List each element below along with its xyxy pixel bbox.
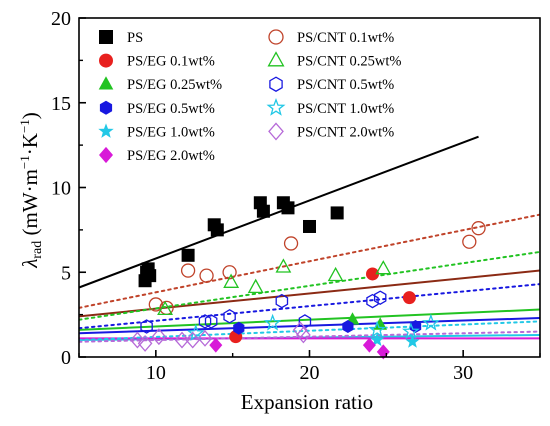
y-axis-symbol: λ xyxy=(18,259,42,269)
legend-label-8: PS/CNT 0.5wt% xyxy=(297,77,394,93)
data-point-5-0 xyxy=(209,337,223,353)
data-point-4-0 xyxy=(370,332,385,347)
fit-line-10 xyxy=(79,330,540,343)
data-point-6-5 xyxy=(283,236,299,251)
data-point-1-2 xyxy=(402,291,416,305)
fit-line-7 xyxy=(79,250,540,321)
data-point-7-3 xyxy=(275,258,292,273)
data-point-10-0 xyxy=(130,331,145,349)
data-point-10-2 xyxy=(151,328,167,346)
fit-line-8 xyxy=(79,283,540,330)
data-point-8-2 xyxy=(204,314,218,329)
legend-marker-0 xyxy=(99,30,113,44)
fit-line-9 xyxy=(79,320,540,342)
data-point-0-6 xyxy=(210,223,224,237)
legend-label-0: PS xyxy=(127,30,143,46)
data-point-8-4 xyxy=(275,293,289,309)
y-tick-label-1: 5 xyxy=(61,262,71,284)
data-point-2-1 xyxy=(373,317,387,330)
data-point-0-8 xyxy=(256,204,270,218)
data-point-0-11 xyxy=(303,219,316,233)
data-point-10-1 xyxy=(137,335,153,352)
legend-label-2: PS/EG 0.25wt% xyxy=(127,77,222,93)
data-points xyxy=(130,196,486,360)
data-point-7-0 xyxy=(157,300,174,316)
data-point-10-5 xyxy=(197,329,213,347)
data-point-7-5 xyxy=(375,260,392,275)
fit-line-6 xyxy=(79,213,540,309)
data-point-8-0 xyxy=(140,319,153,334)
data-point-9-0 xyxy=(186,323,205,341)
legend-label-4: PS/EG 1.0wt% xyxy=(127,124,215,140)
data-point-8-1 xyxy=(198,314,212,329)
data-point-6-7 xyxy=(471,221,486,236)
axes: 10 20 30 0 5 10 15 20 xyxy=(51,8,541,384)
legend-label-3: PS/EG 0.5wt% xyxy=(127,101,215,117)
data-point-7-1 xyxy=(223,273,240,288)
y-axis-unit-open: (mW·m xyxy=(18,169,42,241)
data-point-9-3 xyxy=(401,322,420,340)
legend-marker-7 xyxy=(267,51,285,67)
data-point-0-4 xyxy=(181,248,195,262)
data-point-10-6 xyxy=(296,326,311,344)
data-point-10-7 xyxy=(292,321,308,339)
legend-marker-2 xyxy=(98,76,114,90)
y-tick-label-4: 20 xyxy=(51,8,71,30)
data-point-0-10 xyxy=(281,201,295,215)
y-axis-unit-close: ) xyxy=(18,112,42,119)
data-point-5-1 xyxy=(362,337,376,353)
data-point-7-4 xyxy=(327,266,344,282)
legend-marker-1 xyxy=(99,53,113,68)
legend-label-5: PS/EG 2.0wt% xyxy=(127,148,215,164)
legend-marker-10 xyxy=(268,122,284,141)
x-tick-label-0: 10 xyxy=(146,362,166,384)
data-point-8-6 xyxy=(366,293,379,309)
data-point-0-3 xyxy=(143,269,157,283)
legend-marker-9 xyxy=(266,97,286,116)
y-axis-unit-exp1: −1 xyxy=(17,155,32,169)
data-point-7-2 xyxy=(247,278,264,294)
legend-label-7: PS/CNT 0.25wt% xyxy=(297,54,401,70)
data-point-10-3 xyxy=(174,331,190,349)
data-point-8-3 xyxy=(223,309,236,324)
data-point-10-4 xyxy=(185,331,201,349)
data-point-3-1 xyxy=(342,320,354,333)
y-tick-label-3: 15 xyxy=(51,93,71,115)
legend-label-10: PS/CNT 2.0wt% xyxy=(297,124,394,140)
legend-label-1: PS/EG 0.1wt% xyxy=(127,54,215,70)
data-point-6-2 xyxy=(180,263,196,278)
x-tick-label-1: 20 xyxy=(300,362,320,384)
fit-lines xyxy=(79,135,540,343)
y-axis-unit-mid: ·K xyxy=(18,133,42,155)
y-tick-label-2: 10 xyxy=(51,178,71,200)
y-axis-label: λrad (mW·m−1·K−1) xyxy=(17,112,45,269)
legend-label-9: PS/CNT 1.0wt% xyxy=(297,101,394,117)
y-axis-unit-exp2: −1 xyxy=(17,119,32,133)
legend-marker-6 xyxy=(268,29,284,45)
legend-label-6: PS/CNT 0.1wt% xyxy=(297,30,394,46)
legend-marker-3 xyxy=(99,100,113,115)
data-point-9-4 xyxy=(422,313,440,331)
x-tick-label-2: 30 xyxy=(453,362,473,384)
y-tick-label-0: 0 xyxy=(61,347,71,369)
fit-line-2 xyxy=(79,308,540,331)
data-point-6-0 xyxy=(148,297,163,312)
data-point-9-1 xyxy=(263,313,282,331)
data-point-6-3 xyxy=(199,268,214,283)
data-point-3-0 xyxy=(233,321,245,335)
data-point-8-7 xyxy=(373,290,387,305)
y-axis-subscript: rad xyxy=(30,241,45,259)
legend-marker-5 xyxy=(99,146,113,164)
legend-marker-8 xyxy=(269,76,283,92)
x-axis-label: Expansion ratio xyxy=(241,390,373,414)
data-point-1-1 xyxy=(366,267,380,281)
data-point-9-2 xyxy=(368,320,387,338)
data-point-0-12 xyxy=(330,206,344,220)
legend-marker-4 xyxy=(98,123,114,138)
legend: PS PS/EG 0.1wt% PS/EG 0.25wt% PS/EG 0.5wt% P… xyxy=(98,29,401,164)
data-point-6-6 xyxy=(462,234,477,249)
data-point-4-1 xyxy=(405,334,420,348)
